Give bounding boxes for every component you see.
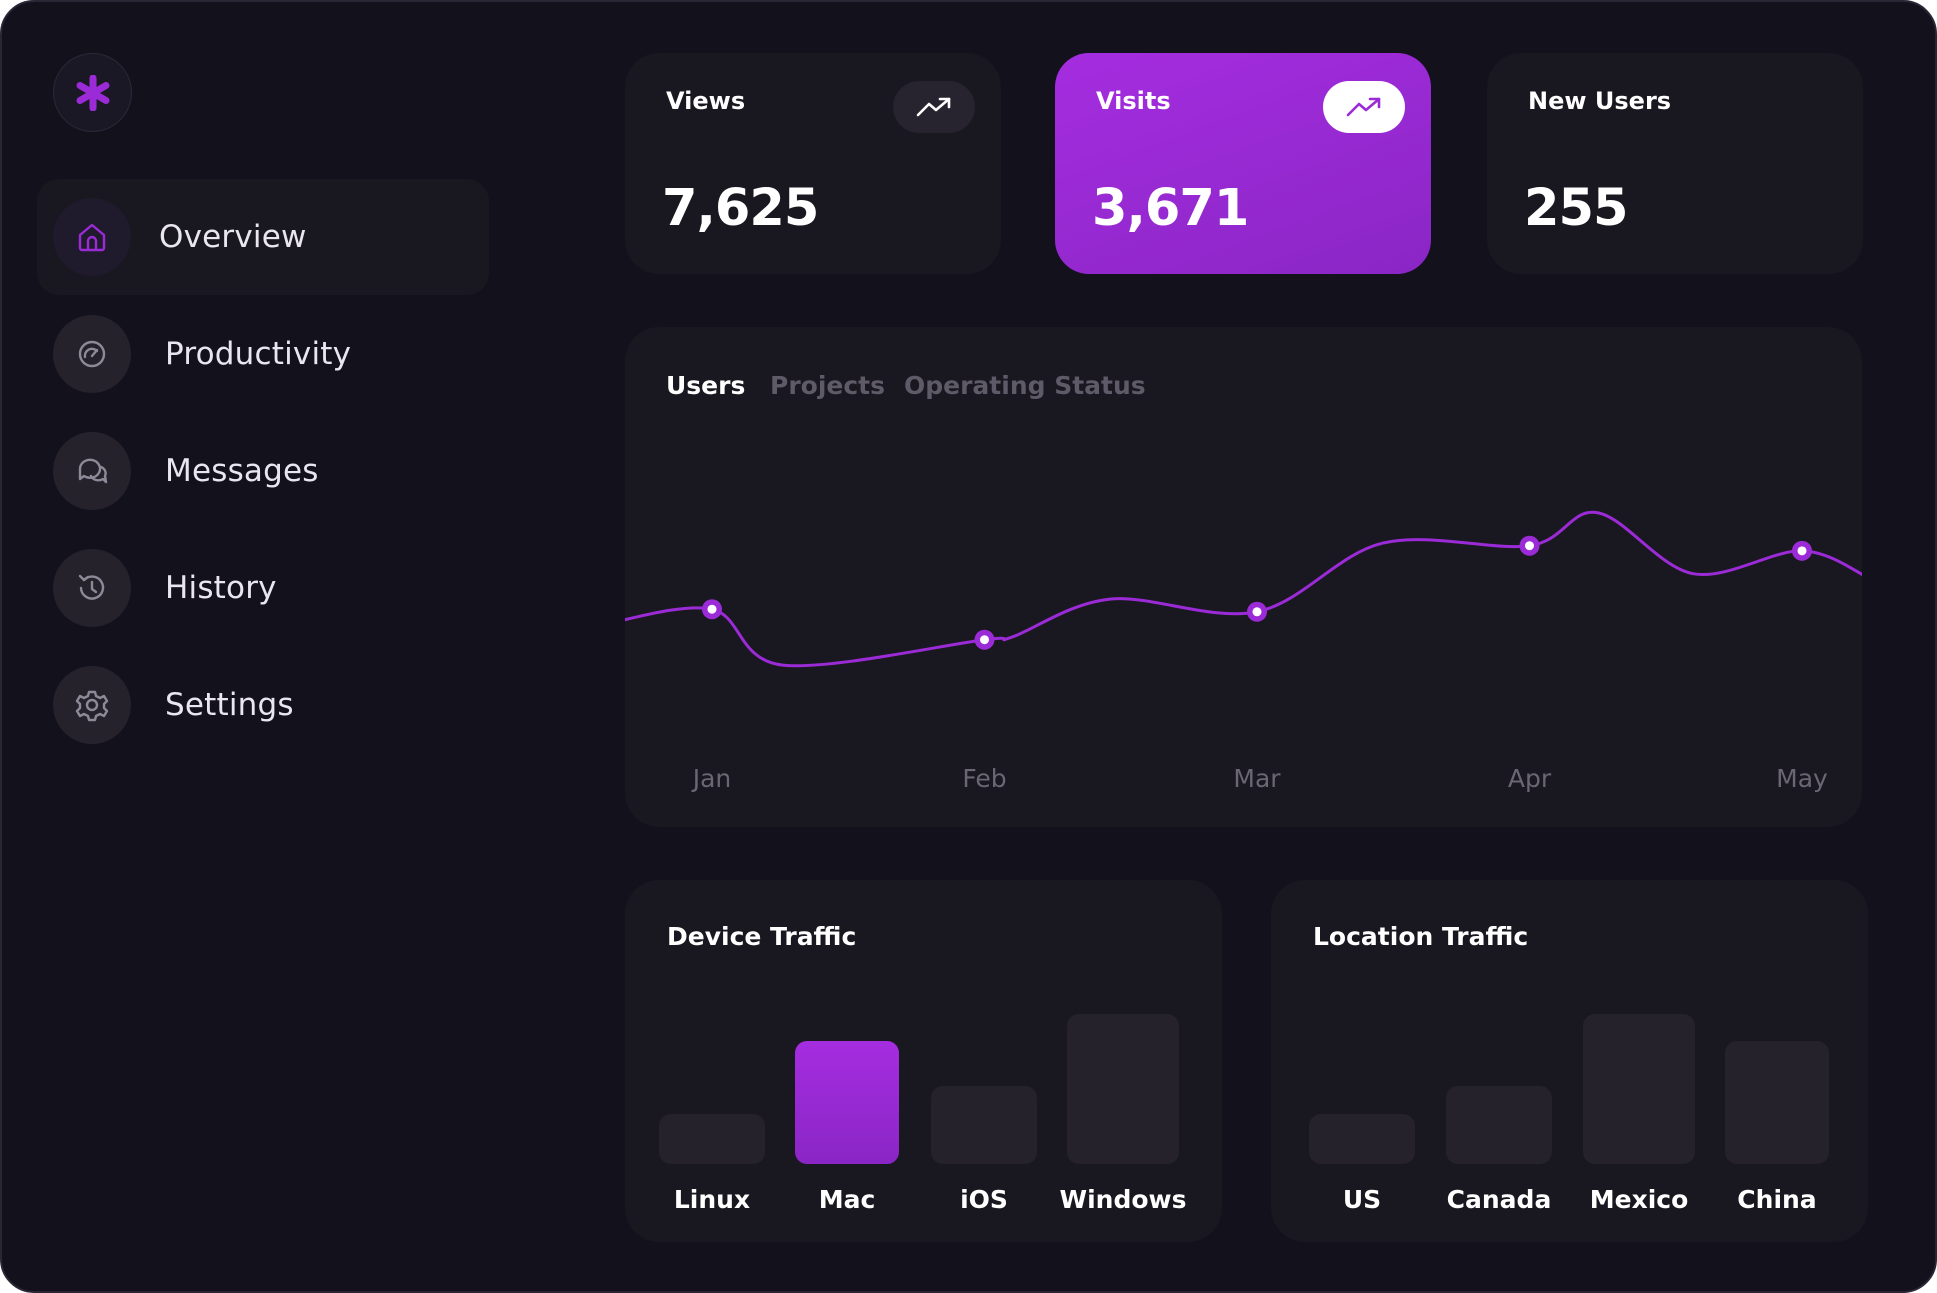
stat-card-new-users[interactable]: New Users 255 bbox=[1487, 53, 1863, 274]
tab-users[interactable]: Users bbox=[666, 371, 746, 400]
x-axis-tick-label: Apr bbox=[1508, 764, 1552, 793]
bar-windows[interactable] bbox=[1067, 1014, 1179, 1164]
sidebar-item-history[interactable]: History bbox=[37, 530, 489, 646]
sidebar-item-label: Settings bbox=[165, 687, 294, 723]
bar-china[interactable] bbox=[1725, 1041, 1829, 1164]
users-chart-card: Users Projects Operating Status Jan Feb Ma… bbox=[625, 327, 1862, 827]
sidebar-item-overview[interactable]: Overview bbox=[37, 179, 489, 295]
bar-label: Windows bbox=[1059, 1185, 1187, 1214]
sidebar-item-label: Productivity bbox=[165, 336, 352, 372]
x-axis-tick-label: Jan bbox=[691, 764, 732, 793]
bar-ios[interactable] bbox=[931, 1086, 1037, 1164]
sidebar-item-messages[interactable]: Messages bbox=[37, 413, 489, 529]
x-axis-tick-label: Mar bbox=[1233, 764, 1281, 793]
gear-icon bbox=[53, 666, 131, 744]
bar-mexico[interactable] bbox=[1583, 1014, 1695, 1164]
sidebar-item-label: History bbox=[165, 570, 277, 606]
sidebar-item-settings[interactable]: Settings bbox=[37, 647, 489, 763]
data-point-marker[interactable] bbox=[1519, 535, 1540, 556]
stat-card-visits[interactable]: Visits 3,671 bbox=[1055, 53, 1431, 274]
trend-button[interactable] bbox=[1323, 81, 1405, 133]
device-traffic-title: Device Traffic bbox=[667, 922, 857, 951]
bar-label: China bbox=[1737, 1185, 1817, 1214]
bar-canada[interactable] bbox=[1446, 1086, 1552, 1164]
data-point-marker[interactable] bbox=[1792, 540, 1812, 561]
stat-card-views[interactable]: Views 7,625 bbox=[625, 53, 1001, 274]
users-series-line bbox=[625, 510, 1862, 668]
sidebar-item-label: Messages bbox=[165, 453, 319, 489]
bar-label: Mac bbox=[818, 1185, 876, 1214]
tab-operating-status[interactable]: Operating Status bbox=[904, 371, 1146, 400]
bar-label: Linux bbox=[673, 1185, 751, 1214]
bar-label: Mexico bbox=[1589, 1185, 1689, 1214]
bar-label: US bbox=[1342, 1185, 1382, 1214]
speedometer-icon bbox=[53, 315, 131, 393]
stat-title: Views bbox=[666, 87, 746, 115]
data-point-marker[interactable] bbox=[702, 599, 722, 620]
data-point-marker[interactable] bbox=[1247, 601, 1267, 622]
users-line-chart: Jan Feb Mar Apr May bbox=[625, 510, 1862, 793]
trend-up-icon bbox=[916, 97, 951, 117]
chat-icon bbox=[53, 432, 131, 510]
stat-value: 7,625 bbox=[662, 179, 819, 238]
location-traffic-card: Location Traffic US Canada Mexico China bbox=[1271, 880, 1868, 1242]
sidebar-item-productivity[interactable]: Productivity bbox=[37, 296, 489, 412]
logo[interactable] bbox=[53, 53, 132, 132]
tab-projects[interactable]: Projects bbox=[770, 371, 886, 400]
bar-linux[interactable] bbox=[659, 1114, 765, 1164]
bar-mac[interactable] bbox=[795, 1041, 899, 1164]
stat-title: New Users bbox=[1528, 87, 1672, 115]
sidebar-item-label: Overview bbox=[159, 219, 307, 255]
stat-title: Visits bbox=[1096, 87, 1171, 115]
stat-value: 3,671 bbox=[1092, 179, 1249, 238]
trend-button[interactable] bbox=[893, 81, 975, 133]
location-traffic-title: Location Traffic bbox=[1313, 922, 1529, 951]
asterisk-icon bbox=[76, 74, 109, 111]
stat-value: 255 bbox=[1524, 179, 1628, 238]
home-icon bbox=[53, 198, 131, 276]
x-axis-tick-label: Feb bbox=[962, 764, 1006, 793]
bar-us[interactable] bbox=[1309, 1114, 1415, 1164]
history-icon bbox=[53, 549, 131, 627]
data-point-marker[interactable] bbox=[974, 629, 995, 650]
device-traffic-card: Device Traffic Linux Mac iOS Windows bbox=[625, 880, 1222, 1242]
trend-up-icon bbox=[1346, 97, 1381, 117]
bar-label: Canada bbox=[1446, 1185, 1552, 1214]
bar-label: iOS bbox=[960, 1185, 1008, 1214]
x-axis-tick-label: May bbox=[1776, 764, 1828, 793]
